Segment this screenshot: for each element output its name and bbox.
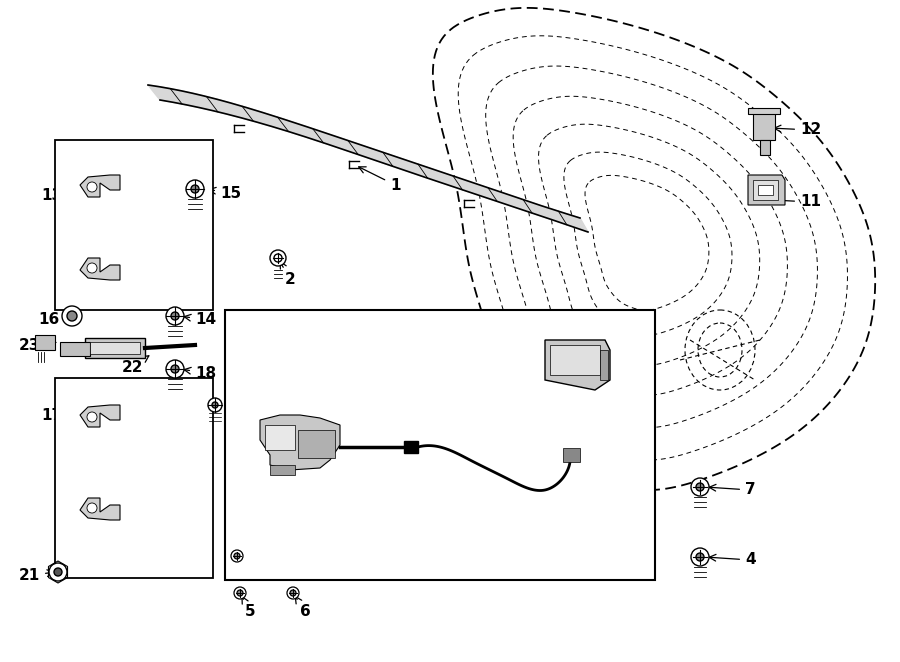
Text: 16: 16 bbox=[39, 312, 76, 328]
Bar bbox=[55, 140, 213, 310]
Text: 4: 4 bbox=[709, 553, 756, 567]
Circle shape bbox=[234, 587, 246, 599]
Circle shape bbox=[87, 503, 97, 513]
Text: 18: 18 bbox=[184, 365, 216, 381]
Circle shape bbox=[290, 590, 296, 596]
Text: 1: 1 bbox=[359, 167, 400, 193]
Circle shape bbox=[287, 587, 299, 599]
Circle shape bbox=[54, 568, 62, 576]
Circle shape bbox=[87, 412, 97, 422]
Text: 10: 10 bbox=[566, 342, 603, 359]
Polygon shape bbox=[760, 140, 770, 155]
Polygon shape bbox=[35, 335, 55, 350]
Polygon shape bbox=[550, 345, 600, 375]
Polygon shape bbox=[545, 340, 610, 390]
Circle shape bbox=[87, 263, 97, 273]
Text: 22: 22 bbox=[122, 355, 148, 375]
Text: 2: 2 bbox=[280, 261, 296, 287]
Polygon shape bbox=[80, 175, 120, 197]
Circle shape bbox=[166, 307, 184, 325]
Text: 14: 14 bbox=[184, 312, 216, 328]
Polygon shape bbox=[80, 498, 120, 520]
Polygon shape bbox=[260, 415, 340, 470]
Bar bbox=[55, 378, 213, 578]
Circle shape bbox=[696, 553, 704, 561]
Text: 15: 15 bbox=[209, 185, 241, 201]
Circle shape bbox=[691, 478, 709, 496]
Polygon shape bbox=[404, 441, 418, 453]
Polygon shape bbox=[298, 430, 335, 458]
Text: 23: 23 bbox=[19, 338, 56, 352]
Polygon shape bbox=[753, 110, 775, 140]
Text: 20: 20 bbox=[239, 559, 261, 583]
Circle shape bbox=[691, 548, 709, 566]
Polygon shape bbox=[270, 465, 295, 475]
Text: 9: 9 bbox=[551, 433, 572, 455]
Polygon shape bbox=[748, 175, 785, 205]
Text: 19: 19 bbox=[174, 407, 206, 428]
Circle shape bbox=[237, 590, 243, 596]
Polygon shape bbox=[265, 425, 295, 450]
Text: 12: 12 bbox=[774, 122, 821, 138]
Circle shape bbox=[166, 360, 184, 378]
Circle shape bbox=[171, 312, 179, 320]
Circle shape bbox=[49, 563, 67, 581]
Bar bbox=[225, 310, 655, 580]
Polygon shape bbox=[563, 448, 580, 462]
Circle shape bbox=[208, 398, 222, 412]
Text: 6: 6 bbox=[295, 596, 310, 620]
Polygon shape bbox=[90, 342, 140, 354]
Text: 5: 5 bbox=[242, 596, 256, 620]
Circle shape bbox=[186, 180, 204, 198]
Polygon shape bbox=[753, 180, 778, 200]
Circle shape bbox=[171, 365, 179, 373]
Polygon shape bbox=[148, 85, 588, 232]
Text: 8: 8 bbox=[356, 383, 371, 411]
Polygon shape bbox=[85, 338, 145, 358]
Circle shape bbox=[67, 311, 77, 321]
Polygon shape bbox=[600, 350, 608, 380]
Polygon shape bbox=[748, 108, 780, 114]
Circle shape bbox=[191, 185, 199, 193]
Text: 13: 13 bbox=[40, 189, 71, 203]
Text: 11: 11 bbox=[778, 195, 821, 209]
Circle shape bbox=[234, 553, 240, 559]
Circle shape bbox=[231, 550, 243, 562]
Text: 17: 17 bbox=[40, 408, 71, 422]
Circle shape bbox=[696, 483, 704, 491]
Circle shape bbox=[270, 250, 286, 266]
Text: 21: 21 bbox=[19, 567, 54, 583]
Polygon shape bbox=[758, 185, 773, 195]
Polygon shape bbox=[80, 405, 120, 427]
Circle shape bbox=[87, 182, 97, 192]
Polygon shape bbox=[60, 342, 90, 356]
Polygon shape bbox=[80, 258, 120, 280]
Text: 3: 3 bbox=[507, 559, 520, 583]
Circle shape bbox=[212, 402, 218, 408]
Circle shape bbox=[62, 306, 82, 326]
Text: 7: 7 bbox=[709, 483, 756, 498]
